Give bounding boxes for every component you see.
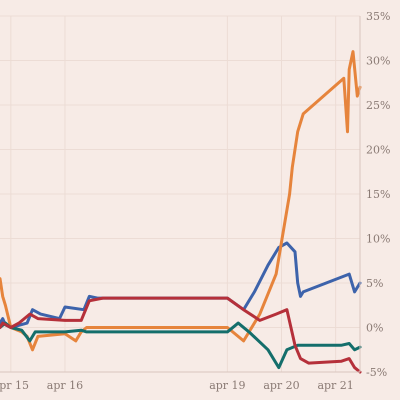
series-lines [0, 50, 362, 374]
x-tick-label: apr 15 [0, 379, 29, 392]
y-tick-label: 0% [366, 322, 383, 335]
series-line-2 [0, 50, 362, 352]
y-tick-label: 10% [366, 233, 390, 246]
axes: -5% 0% 5% 10% 15% 20% 25% 30% 35% apr 15 apr 16 apr… [0, 10, 390, 392]
x-tick-label: apr 16 [47, 379, 83, 392]
y-tick-label: 35% [366, 10, 390, 23]
series-line-4 [0, 296, 362, 374]
x-tick-label: apr 19 [209, 379, 245, 392]
series-line-1 [0, 241, 362, 329]
x-tick-label: apr 21 [317, 379, 353, 392]
y-tick-label: 15% [366, 188, 390, 201]
y-tick-label: 20% [366, 144, 390, 157]
series-line-3 [0, 321, 362, 370]
y-tick-label: 30% [366, 55, 390, 68]
y-tick-label: -5% [366, 366, 387, 379]
y-tick-label: 5% [366, 277, 383, 290]
x-tick-label: apr 20 [263, 379, 299, 392]
y-tick-label: 25% [366, 99, 390, 112]
